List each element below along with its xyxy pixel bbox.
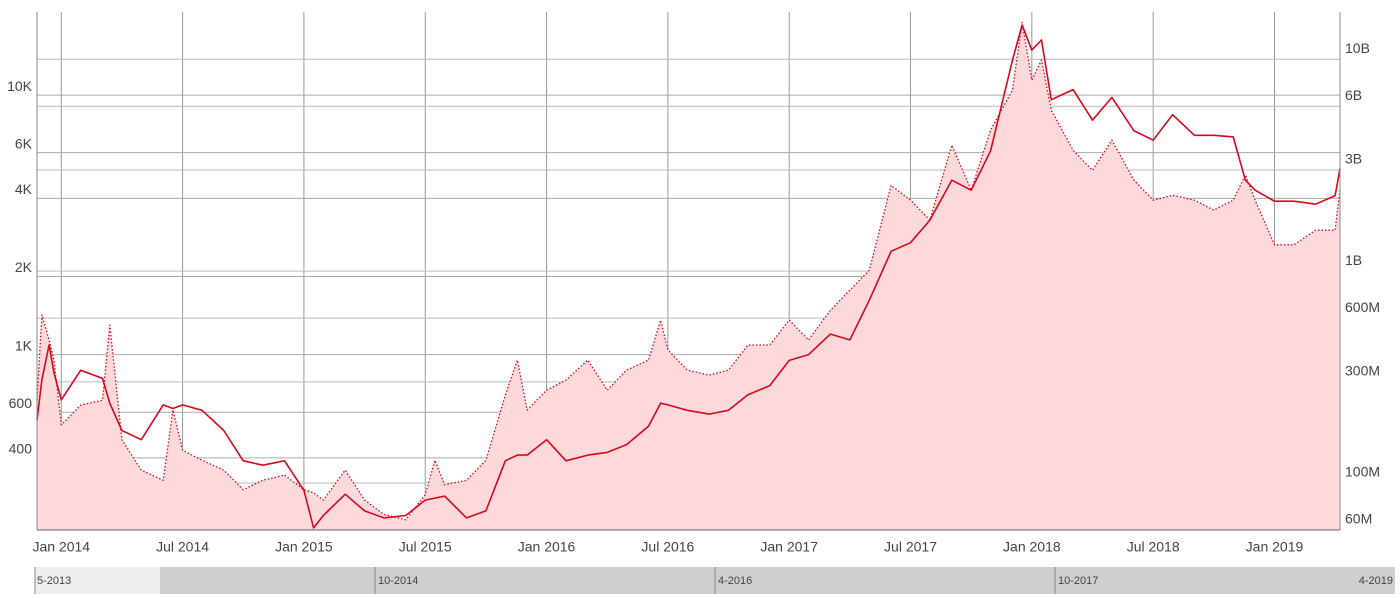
x-tick-label: Jul 2018 — [1127, 539, 1180, 555]
y2-tick-label: 1B — [1345, 252, 1362, 268]
y2-tick-label: 3B — [1345, 151, 1362, 167]
line — [36, 21, 1341, 521]
navigator-label: 4-2019 — [1359, 575, 1393, 587]
navigator-label: 4-2016 — [718, 575, 752, 587]
y2-tick-label: 100M — [1345, 464, 1380, 480]
x-tick-label: Jul 2014 — [156, 539, 209, 555]
navigator-label: 10-2017 — [1058, 575, 1098, 587]
y-tick-label: 600 — [9, 395, 33, 411]
x-tick-label: Jan 2016 — [518, 539, 576, 555]
y2-tick-label: 60M — [1345, 511, 1372, 527]
navigator-unselected — [35, 567, 160, 594]
x-tick-label: Jan 2018 — [1003, 539, 1061, 555]
x-tick-label: Jan 2015 — [275, 539, 333, 555]
x-tick-label: Jul 2016 — [641, 539, 694, 555]
x-tick-label: Jan 2019 — [1246, 539, 1304, 555]
x-tick-label: Jul 2017 — [884, 539, 937, 555]
area — [37, 22, 1340, 530]
range-navigator[interactable]: 5-2013 10-2014 4-2016 10-2017 4-2019 — [34, 567, 1395, 594]
y-tick-label: 1K — [15, 337, 33, 353]
y-tick-label: 4K — [15, 181, 33, 197]
y2-tick-label: 10B — [1345, 40, 1370, 56]
x-tick-label: Jan 2014 — [32, 539, 90, 555]
line — [36, 24, 1341, 529]
y-tick-label: 400 — [9, 441, 33, 457]
navigator-label: 10-2014 — [378, 575, 418, 587]
navigator-label: 5-2013 — [37, 575, 71, 587]
y2-tick-label: 300M — [1345, 363, 1380, 379]
axes: Jan 2014 Jul 2014 Jan 2015 Jul 2015 Jan 2016… — [7, 12, 1380, 555]
x-tick-label: Jan 2017 — [760, 539, 818, 555]
x-tick-label: Jul 2015 — [399, 539, 452, 555]
y2-tick-label: 6B — [1345, 87, 1362, 103]
y-tick-label: 6K — [15, 135, 33, 151]
plot-area — [36, 21, 1341, 530]
y-tick-label: 10K — [7, 78, 33, 94]
navigator-selection[interactable] — [160, 567, 1395, 594]
y2-tick-label: 600M — [1345, 299, 1380, 315]
y-tick-label: 2K — [15, 259, 33, 275]
